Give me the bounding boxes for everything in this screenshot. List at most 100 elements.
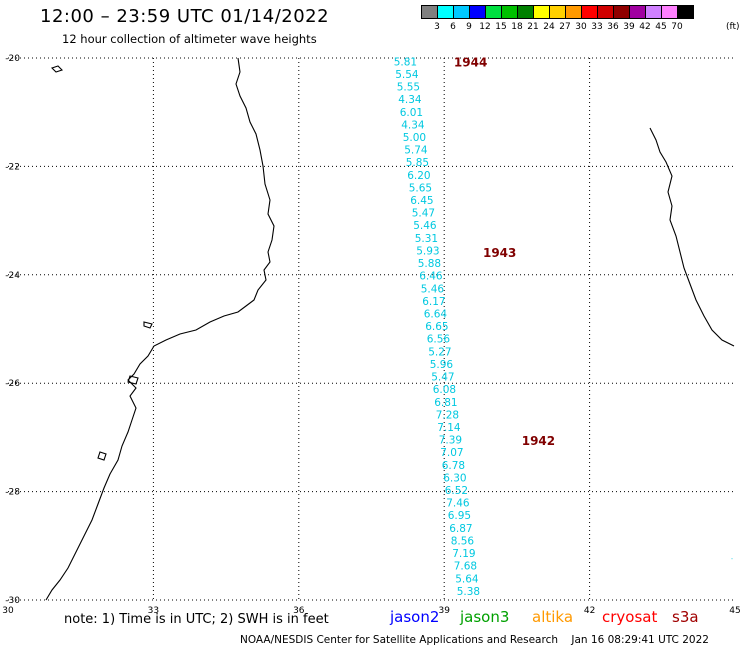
lat-tick-label: -26 (5, 379, 20, 389)
legend-label: 9 (466, 22, 472, 32)
wave-height-value: 5.64 (455, 573, 479, 585)
wave-height-value: 6.81 (434, 397, 457, 409)
satellite-jason3: jason3 (460, 608, 510, 626)
pass-time-labels: 1944 1943 1942 (454, 55, 555, 448)
wave-height-value: 5.46 (421, 283, 445, 295)
wave-height-value: 6.87 (449, 523, 472, 535)
page-subtitle: 12 hour collection of altimeter wave hei… (62, 32, 317, 46)
wave-height-value: 7.28 (436, 409, 459, 421)
legend-label: 21 (527, 22, 539, 32)
wave-height-value: 4.34 (401, 119, 425, 131)
legend-label: 27 (559, 22, 571, 32)
legend-label: 6 (450, 22, 456, 32)
wave-height-value: 6.46 (419, 271, 443, 283)
wave-height-value: 7.07 (440, 447, 463, 459)
footer-credit: NOAA/NESDIS Center for Satellite Applica… (240, 634, 709, 646)
lon-tick-label: 30 (2, 606, 14, 616)
graticule (8, 57, 735, 601)
lat-tick-label: -20 (5, 54, 20, 64)
wave-height-value: 6.56 (427, 334, 451, 346)
offshore-island (127, 375, 139, 385)
wave-height-value: 6.17 (422, 296, 445, 308)
wave-height-value: 6.20 (407, 170, 430, 182)
legend-label: 12 (479, 22, 491, 32)
wave-height-value: 5.93 (416, 245, 439, 257)
wave-height-value: 5.47 (412, 208, 435, 220)
wave-height-value: 6.95 (448, 510, 471, 522)
lon-tick-label: 42 (584, 606, 595, 616)
wave-height-value: 7.68 (454, 561, 477, 573)
altimeter-track: 5.815.545.554.346.014.345.005.745.856.20… (394, 56, 480, 598)
legend-label: 36 (607, 22, 619, 32)
legend-label: 70 (671, 22, 683, 32)
lat-tick-label: -22 (5, 162, 20, 172)
wave-height-value: 5.54 (395, 69, 419, 81)
legend-unit: (ft) (726, 22, 740, 32)
wave-height-value: 5.55 (397, 82, 420, 94)
satellite-jason2: jason2 (390, 608, 440, 626)
wave-height-value: 7.39 (439, 435, 462, 447)
credit-timestamp: Jan 16 08:29:41 UTC 2022 (571, 634, 709, 646)
wave-height-value: 6.45 (410, 195, 433, 207)
wave-height-value: 5.46 (413, 220, 437, 232)
wave-height-value: 6.52 (445, 485, 468, 497)
pass-time-label: 1942 (522, 434, 555, 448)
offshore-island (50, 65, 64, 73)
wave-height-value: 5.74 (404, 145, 428, 157)
legend-label: 42 (639, 22, 651, 32)
color-legend: 3 6 9 12 15 18 21 24 27 30 33 36 39 42 45 70 (ft) (421, 5, 740, 32)
wave-height-value: 7.19 (452, 548, 475, 560)
legend-label: 39 (623, 22, 635, 32)
lat-tick-label: -28 (5, 488, 20, 498)
wave-height-value: 5.81 (394, 56, 417, 68)
wave-height-value: 8.56 (451, 535, 475, 547)
edge-track-fragment: · (728, 557, 737, 560)
wave-height-value: 7.46 (446, 498, 470, 510)
legend-swatches (421, 5, 694, 19)
edge-value: · (728, 557, 737, 560)
satellite-altika: altika (532, 608, 574, 626)
wave-height-value: 5.31 (415, 233, 438, 245)
wave-height-value: 5.88 (418, 258, 441, 270)
madagascar-coastline (649, 127, 735, 347)
wave-height-value: 5.96 (430, 359, 454, 371)
page-title: 12:00 – 23:59 UTC 01/14/2022 (40, 6, 330, 27)
lat-tick-label: -30 (5, 596, 20, 606)
lat-tick-label: -24 (5, 271, 20, 281)
legend-label: 18 (511, 22, 523, 32)
legend-label: 15 (495, 22, 507, 32)
pass-time-label: 1943 (483, 246, 516, 260)
legend-label: 30 (575, 22, 587, 32)
wave-height-value: 5.27 (428, 346, 451, 358)
africa-coastline (45, 57, 275, 601)
credit-text: NOAA/NESDIS Center for Satellite Applica… (240, 634, 558, 646)
wave-height-value: 6.64 (424, 308, 448, 320)
wave-height-value: 5.65 (409, 182, 432, 194)
wave-height-value: 6.78 (442, 460, 465, 472)
offshore-island (97, 451, 107, 461)
wave-height-value: 7.14 (437, 422, 461, 434)
legend-label: 45 (655, 22, 667, 32)
lon-tick-label: 45 (729, 606, 740, 616)
wave-height-value: 5.85 (406, 157, 429, 169)
footer-note: note: 1) Time is in UTC; 2) SWH is in fe… (64, 612, 329, 627)
wave-height-value: 4.34 (398, 94, 422, 106)
lon-tick-label: 39 (438, 606, 450, 616)
wave-height-value: 6.30 (443, 472, 466, 484)
wave-height-value: 5.47 (431, 372, 454, 384)
axis-ticks: 30 33 36 39 42 45 -20 -22 -24 -26 -28 -30 (2, 54, 740, 616)
wave-height-value: 6.01 (400, 107, 423, 119)
pass-time-label: 1944 (454, 55, 487, 69)
wave-height-value: 6.65 (425, 321, 448, 333)
legend-labels: 3 6 9 12 15 18 21 24 27 30 33 36 39 42 45 70 (421, 22, 740, 36)
lon-tick-label: 33 (148, 606, 159, 616)
satellite-cryosat: cryosat (602, 608, 658, 626)
lon-tick-label: 36 (293, 606, 305, 616)
satellite-s3a: s3a (672, 608, 699, 626)
legend-label: 33 (591, 22, 603, 32)
wave-height-value: 6.08 (433, 384, 456, 396)
coastline (45, 57, 735, 601)
legend-swatch (677, 5, 694, 19)
legend-label: 24 (543, 22, 555, 32)
